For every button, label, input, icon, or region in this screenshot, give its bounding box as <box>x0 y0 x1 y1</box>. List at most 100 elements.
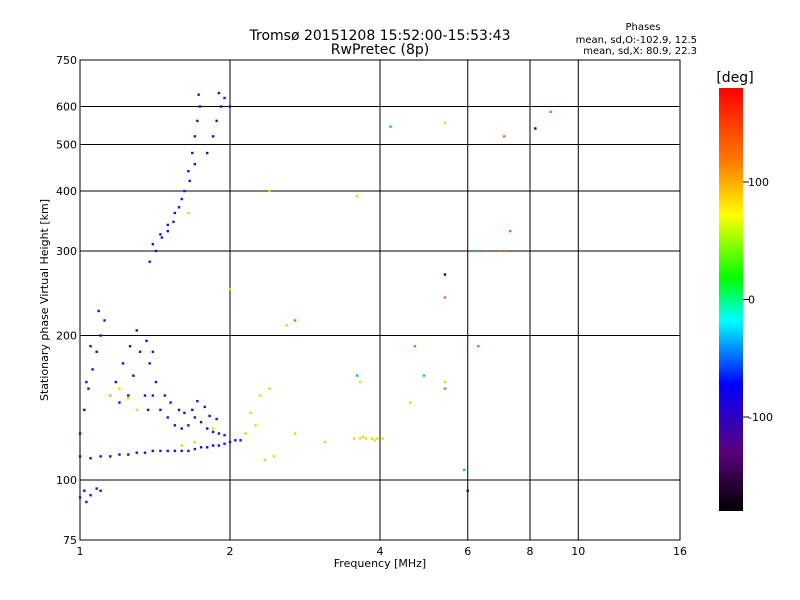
data-point <box>211 135 215 138</box>
data-point <box>239 439 242 442</box>
data-point <box>443 387 447 390</box>
data-point <box>151 242 155 246</box>
data-point <box>211 427 215 430</box>
data-point <box>166 229 169 233</box>
data-point <box>160 236 164 239</box>
data-point <box>132 374 135 377</box>
data-point <box>169 401 172 404</box>
data-point <box>193 135 197 138</box>
data-point <box>268 189 271 193</box>
data-point <box>154 249 158 253</box>
data-point <box>443 296 447 299</box>
legend-line-o: mean, sd,O:-102.9, 12.5 <box>576 35 697 46</box>
legend-line-x: mean, sd,X: 80.9, 22.3 <box>583 46 697 57</box>
data-point <box>159 408 162 412</box>
x-axis-ticks: 1 2 4 6 8 10 16 <box>77 545 688 558</box>
data-point <box>223 96 226 100</box>
data-point <box>443 380 447 384</box>
data-point <box>272 455 276 458</box>
data-point <box>191 408 194 412</box>
data-point <box>91 368 94 371</box>
data-point <box>203 405 206 409</box>
data-point <box>193 162 197 166</box>
data-point <box>85 500 88 504</box>
data-point <box>228 105 232 108</box>
data-point <box>89 345 92 348</box>
data-point <box>228 440 232 444</box>
data-point <box>187 169 190 173</box>
colorbar-gradient <box>719 88 743 511</box>
y-axis-ticks: 75 100 200 300 400 500 600 750 <box>56 54 77 547</box>
data-point <box>355 195 359 198</box>
data-point <box>502 249 506 253</box>
data-point <box>223 433 226 437</box>
data-point <box>443 121 447 124</box>
data-point <box>173 449 177 453</box>
data-point <box>193 447 197 451</box>
x-tick-label: 10 <box>571 545 585 558</box>
data-point <box>263 458 267 462</box>
data-point <box>151 449 155 453</box>
data-point <box>127 453 130 456</box>
data-point <box>217 432 221 435</box>
data-point <box>114 380 118 384</box>
data-point <box>254 424 257 427</box>
data-point <box>293 432 297 435</box>
y-tick-label: 200 <box>56 330 77 343</box>
data-point <box>534 127 537 130</box>
scatter-points <box>78 91 552 504</box>
data-point <box>205 151 209 155</box>
y-tick-label: 400 <box>56 185 77 198</box>
data-point <box>187 424 190 427</box>
data-point <box>166 223 169 227</box>
data-point <box>549 110 552 113</box>
x-tick-label: 2 <box>227 545 234 558</box>
data-point <box>234 439 237 442</box>
data-point <box>118 453 121 456</box>
x-tick-label: 1 <box>77 545 84 558</box>
data-point <box>370 437 373 440</box>
data-point <box>172 220 175 224</box>
data-point <box>95 487 98 490</box>
data-point <box>352 437 356 440</box>
data-point <box>205 427 209 430</box>
data-point <box>364 437 368 440</box>
data-point <box>285 324 288 327</box>
data-point <box>143 394 147 397</box>
data-point <box>244 432 247 435</box>
data-point <box>323 440 327 444</box>
y-tick-label: 75 <box>63 534 77 547</box>
data-point <box>143 451 147 454</box>
data-point <box>199 446 203 449</box>
chart-subtitle: RwPretec (8p) <box>331 42 429 58</box>
y-tick-label: 750 <box>56 54 77 67</box>
colorbar-label: [deg] <box>716 70 753 86</box>
data-point <box>211 444 215 447</box>
colorbar-tick-label: 0 <box>748 294 755 307</box>
data-point <box>381 437 384 440</box>
data-point <box>99 455 102 458</box>
data-point <box>198 105 202 108</box>
data-point <box>188 179 191 183</box>
y-axis-label: Stationary phase Virtual Height [km] <box>38 199 51 401</box>
data-point <box>183 189 186 193</box>
data-point <box>376 437 379 440</box>
data-point <box>208 414 211 418</box>
data-point <box>293 319 297 322</box>
data-point <box>148 260 151 263</box>
data-point <box>443 273 447 276</box>
data-point <box>268 387 271 390</box>
y-tick-label: 300 <box>56 245 77 258</box>
data-point <box>127 394 130 397</box>
legend-title: Phases <box>625 22 660 33</box>
data-point <box>146 408 150 412</box>
data-point <box>87 387 90 390</box>
data-point <box>180 197 183 201</box>
data-point <box>163 394 167 397</box>
data-point <box>103 319 106 322</box>
colorbar: [deg] 100 0 -100 <box>716 70 773 511</box>
data-point <box>180 427 183 430</box>
colorbar-tick-label: -100 <box>748 411 773 424</box>
data-point <box>173 424 177 427</box>
